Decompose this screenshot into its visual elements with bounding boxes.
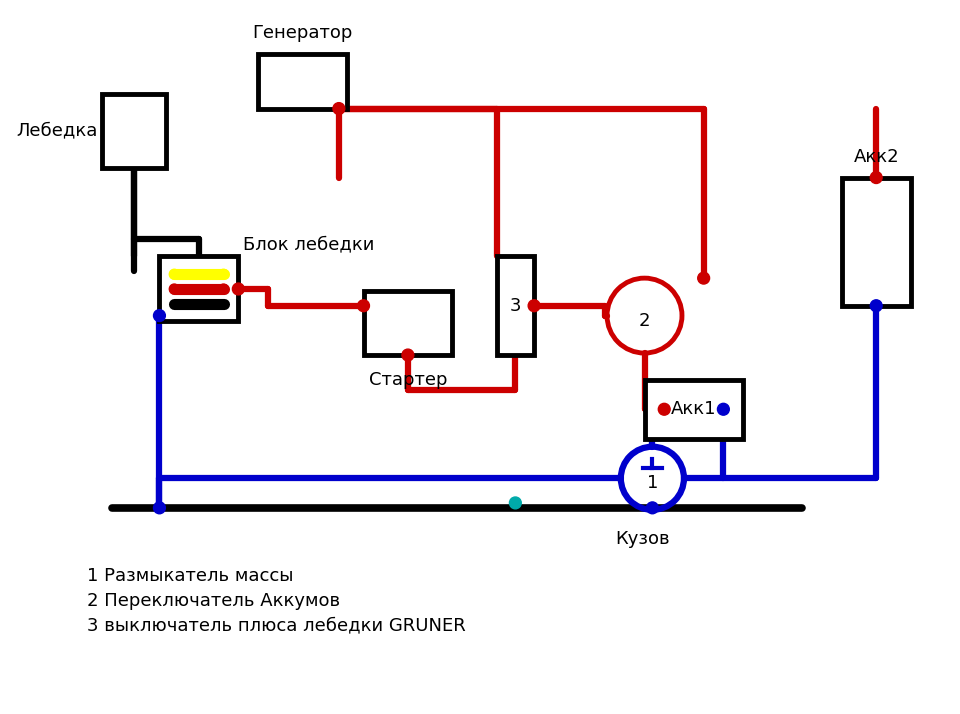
Circle shape <box>510 497 521 509</box>
Circle shape <box>232 283 244 295</box>
Circle shape <box>528 300 540 311</box>
Text: Акк1: Акк1 <box>671 401 716 418</box>
Text: Лебедка: Лебедка <box>16 121 97 140</box>
Text: 1 Размыкатель массы: 1 Размыкатель массы <box>87 567 294 585</box>
Circle shape <box>871 300 882 311</box>
Bar <box>159 256 238 321</box>
Text: 3 выключатель плюса лебедки GRUNER: 3 выключатель плюса лебедки GRUNER <box>87 616 467 634</box>
Text: 2: 2 <box>638 311 650 330</box>
Text: 2 Переключатель Аккумов: 2 Переключатель Аккумов <box>87 592 341 610</box>
Circle shape <box>169 284 180 294</box>
Text: Блок лебедки: Блок лебедки <box>243 236 374 253</box>
Circle shape <box>169 269 180 279</box>
Text: Генератор: Генератор <box>252 24 352 43</box>
Circle shape <box>659 403 670 415</box>
Text: Акк2: Акк2 <box>853 148 899 166</box>
Circle shape <box>358 300 370 311</box>
Text: Кузов: Кузов <box>615 530 670 548</box>
Circle shape <box>219 284 228 294</box>
Text: 3: 3 <box>510 297 521 315</box>
Bar <box>644 380 743 439</box>
Bar <box>258 54 347 109</box>
Circle shape <box>717 403 730 415</box>
Circle shape <box>154 310 165 321</box>
Circle shape <box>154 502 165 514</box>
Bar <box>364 291 452 355</box>
Circle shape <box>333 103 345 114</box>
Circle shape <box>402 349 414 361</box>
Circle shape <box>219 269 228 279</box>
Circle shape <box>646 502 659 514</box>
Text: Стартер: Стартер <box>369 371 447 389</box>
Circle shape <box>871 171 882 183</box>
Text: 1: 1 <box>647 474 659 492</box>
Bar <box>496 256 534 355</box>
Bar <box>842 178 911 306</box>
Circle shape <box>698 272 709 284</box>
Bar <box>103 94 166 168</box>
